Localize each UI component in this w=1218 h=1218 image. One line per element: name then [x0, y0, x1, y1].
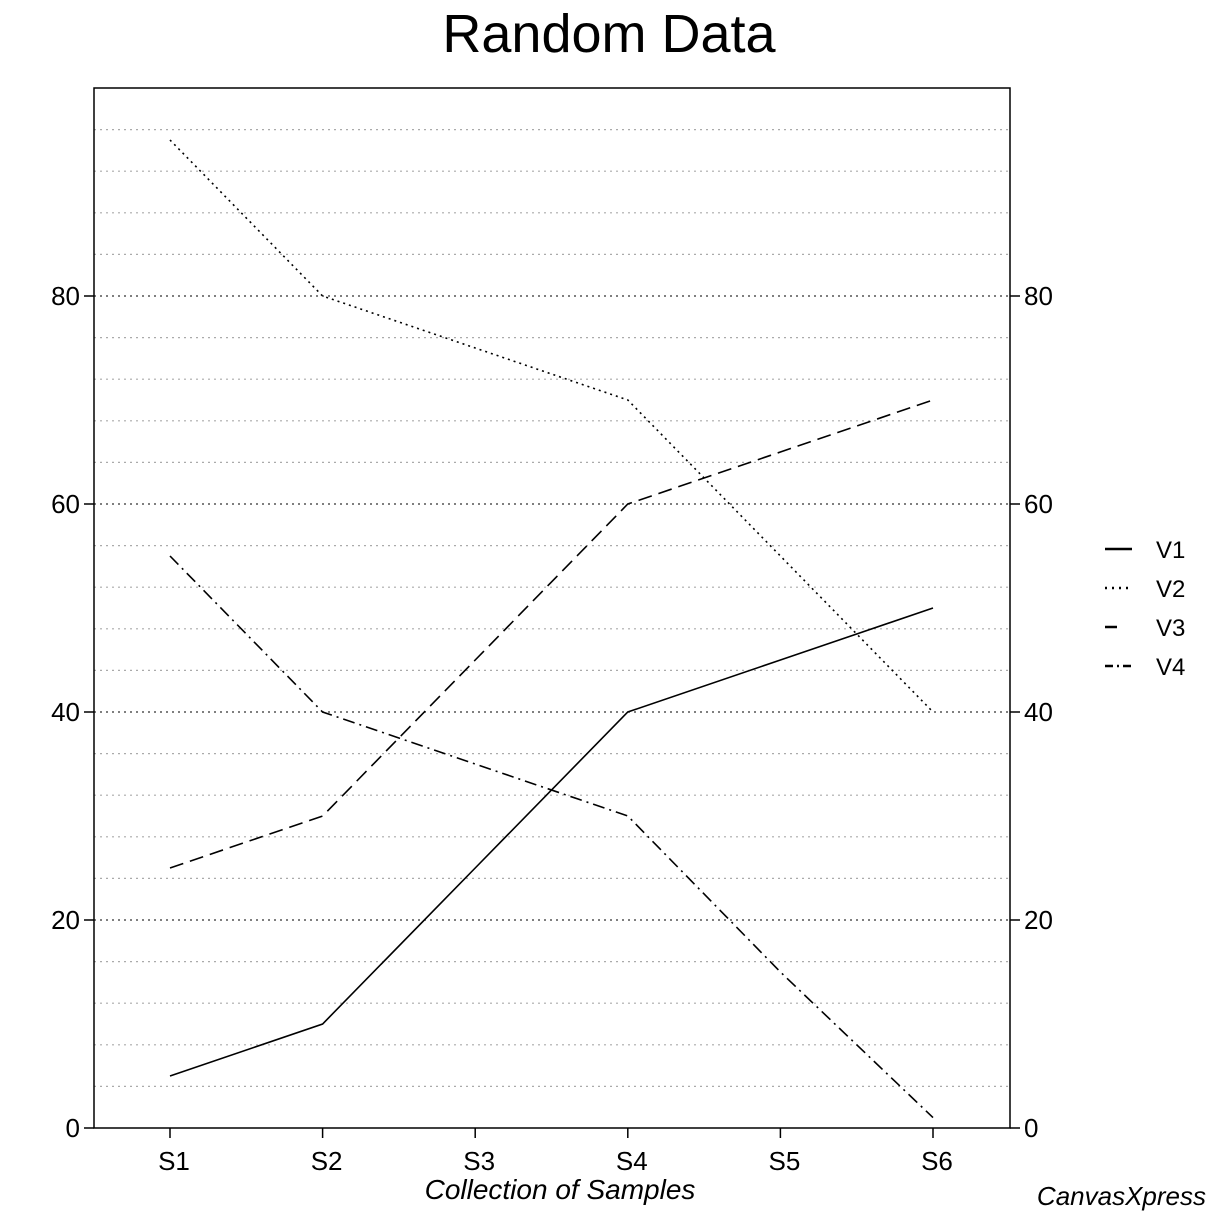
x-tick-label-s5: S5 [768, 1146, 800, 1176]
x-tick-label-s6: S6 [921, 1146, 953, 1176]
x-tick-label-s2: S2 [311, 1146, 343, 1176]
y-tick-label-left: 40 [51, 697, 80, 727]
grid-lines [94, 129, 1010, 1088]
y-tick-label-left: 80 [51, 281, 80, 311]
canvasxpress-watermark: CanvasXpress [1037, 1181, 1206, 1211]
y-tick-label-right: 40 [1024, 697, 1053, 727]
x-tick-label-s4: S4 [616, 1146, 648, 1176]
series-line-v4 [169, 555, 934, 1119]
legend-label-v1: V1 [1156, 537, 1185, 564]
x-tick-label-s1: S1 [158, 1146, 190, 1176]
x-axis-label: Collection of Samples [425, 1174, 696, 1205]
legend-label-v2: V2 [1156, 576, 1185, 603]
y-tick-label-left: 20 [51, 905, 80, 935]
series-line-v3 [169, 399, 934, 869]
y-tick-label-right: 60 [1024, 489, 1053, 519]
chart-title: Random Data [442, 4, 776, 64]
series-line-v2 [169, 139, 934, 713]
x-tick-label-s3: S3 [463, 1146, 495, 1176]
plot-frame [93, 87, 1011, 1129]
y-tick-label-right: 80 [1024, 281, 1053, 311]
y-tick-label-left: 0 [66, 1113, 80, 1143]
legend-label-v4: V4 [1156, 654, 1185, 681]
legend-label-v3: V3 [1156, 615, 1185, 642]
y-tick-label-right: 0 [1024, 1113, 1038, 1143]
y-tick-label-left: 60 [51, 489, 80, 519]
legend: V1 V2 V3 V4 [1105, 537, 1185, 681]
series-lines [169, 139, 934, 1119]
axes: 0 0 20 20 40 40 60 60 80 80 S1 S2 S3 S4 S5 S6 [51, 87, 1053, 1176]
series-line-v1 [169, 607, 934, 1077]
y-tick-label-right: 20 [1024, 905, 1053, 935]
